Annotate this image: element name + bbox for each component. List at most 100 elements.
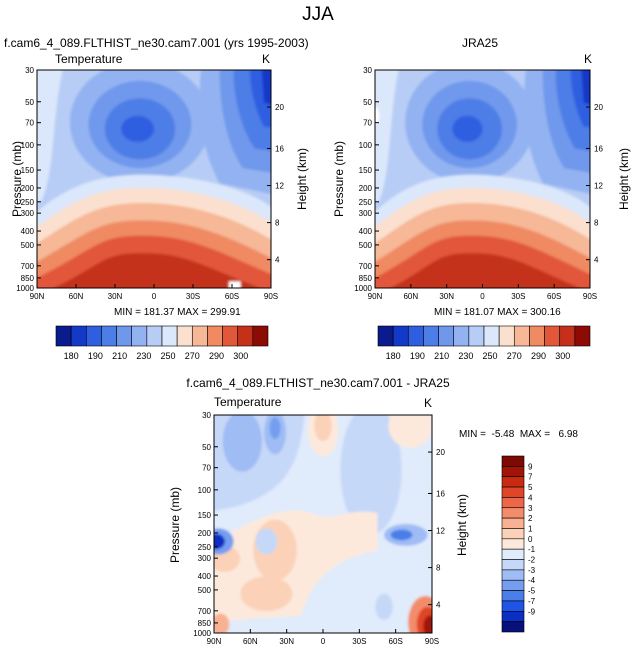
rtick-label-1: 16 bbox=[275, 144, 284, 153]
ytick-label-3: 50 bbox=[202, 443, 211, 452]
colorbar3-label: -4 bbox=[528, 576, 536, 585]
panel3-units: K bbox=[424, 396, 433, 410]
ytick-label-1: 100 bbox=[21, 141, 35, 150]
rtick-label-3: 4 bbox=[436, 601, 441, 610]
ytick-label-1: 850 bbox=[21, 274, 35, 283]
colorbar3-label: -9 bbox=[528, 607, 536, 616]
colorbar2-label: 290 bbox=[531, 351, 546, 361]
ytick-label-2: 150 bbox=[359, 166, 373, 175]
colorbar2-swatch bbox=[423, 325, 439, 347]
panel1-title: f.cam6_4_089.FLTHIST_ne30.cam7.001 (yrs … bbox=[4, 36, 309, 50]
colorbar3-label: -2 bbox=[528, 556, 536, 565]
colorbar1-swatch bbox=[237, 325, 254, 347]
colorbar2-label: 300 bbox=[555, 351, 570, 361]
colorbar1-swatch bbox=[131, 325, 148, 347]
ytick-label-3: 500 bbox=[198, 586, 212, 595]
colorbar2-swatch bbox=[392, 325, 409, 347]
panel3-stats: MIN = -5.48 MAX = 6.98 bbox=[459, 429, 578, 440]
colorbar2-swatch bbox=[483, 325, 500, 347]
contour-band bbox=[121, 115, 154, 142]
colorbar3-label: -1 bbox=[528, 545, 536, 554]
ytick-label-3: 250 bbox=[198, 543, 212, 552]
xtick-label-2: 30S bbox=[511, 292, 525, 301]
contour-band bbox=[269, 417, 281, 439]
colorbar1-label: 270 bbox=[185, 351, 200, 361]
colorbar1-label: 230 bbox=[136, 351, 151, 361]
colorbar1-swatch bbox=[116, 325, 133, 347]
ytick-label-3: 30 bbox=[202, 411, 211, 420]
contour-band bbox=[390, 253, 580, 288]
colorbar2-swatch bbox=[498, 325, 515, 347]
colorbar3-swatch bbox=[501, 507, 525, 519]
colorbar3-label: 9 bbox=[528, 462, 533, 471]
xtick-label-2: 90N bbox=[368, 292, 383, 301]
ytick-label-3: 100 bbox=[198, 486, 212, 495]
rtick-label-3: 16 bbox=[436, 489, 445, 498]
contour-field-1 bbox=[37, 70, 271, 288]
colorbar3-swatch bbox=[501, 517, 525, 529]
rtick-label-3: 8 bbox=[436, 564, 441, 573]
ytick-label-3: 150 bbox=[198, 511, 212, 520]
panel1-subtitle: Temperature bbox=[55, 52, 123, 66]
colorbar2-swatch bbox=[513, 325, 530, 347]
colorbar2-swatch bbox=[377, 325, 394, 347]
colorbar1-swatch bbox=[191, 325, 208, 347]
colorbar1-swatch bbox=[55, 325, 72, 347]
colorbar2-label: 250 bbox=[483, 351, 498, 361]
ytick-label-3: 400 bbox=[198, 572, 212, 581]
colorbar3-swatch bbox=[501, 590, 525, 602]
colorbar2-label: 180 bbox=[386, 351, 401, 361]
xtick-label-2: 60S bbox=[547, 292, 561, 301]
contour-band bbox=[314, 415, 332, 442]
colorbar1-swatch bbox=[101, 325, 117, 347]
colorbar3-swatch bbox=[501, 538, 525, 550]
ytick-label-2: 70 bbox=[363, 119, 372, 128]
colorbar2-swatch bbox=[559, 325, 576, 347]
colorbar2-label: 270 bbox=[507, 351, 522, 361]
colorbar1-label: 210 bbox=[112, 351, 127, 361]
colorbar3-swatch bbox=[501, 579, 525, 591]
xtick-label-1: 90N bbox=[30, 292, 45, 301]
colorbar2-swatch bbox=[468, 325, 485, 347]
contour-band bbox=[340, 415, 402, 535]
colorbar3-swatch bbox=[501, 600, 525, 612]
colorbar3-swatch bbox=[501, 466, 525, 478]
ytick-label-2: 850 bbox=[359, 274, 373, 283]
colorbar3-swatch bbox=[501, 476, 525, 488]
colorbar3-swatch bbox=[501, 621, 525, 633]
colorbar1-swatch bbox=[70, 325, 87, 347]
colorbar3-swatch bbox=[501, 548, 525, 560]
ytick-label-1: 200 bbox=[21, 184, 35, 193]
panel3-subtitle: Temperature bbox=[214, 395, 282, 409]
colorbar3-swatch bbox=[501, 486, 525, 498]
colorbar2-swatch bbox=[544, 325, 561, 347]
xtick-label-2: 30N bbox=[439, 292, 454, 301]
colorbar3-label: -3 bbox=[528, 566, 536, 575]
rtick-label-1: 20 bbox=[275, 103, 284, 112]
contour-band bbox=[452, 115, 483, 142]
contour-band bbox=[375, 107, 380, 125]
colorbar1-label: 190 bbox=[88, 351, 103, 361]
ytick-label-1: 1000 bbox=[16, 284, 34, 293]
colorbar1-swatch bbox=[85, 325, 102, 347]
colorbar1-label: 300 bbox=[233, 351, 248, 361]
colorbar2-label: 210 bbox=[434, 351, 449, 361]
xtick-label-2: 0 bbox=[480, 292, 485, 301]
colorbar1-swatch bbox=[222, 325, 239, 347]
panel2-stats: MIN = 181.07 MAX = 300.16 bbox=[434, 307, 561, 318]
colorbar3-swatch bbox=[501, 497, 525, 509]
contour-band bbox=[214, 613, 230, 633]
ytick-label-2: 300 bbox=[359, 209, 373, 218]
contour-band bbox=[388, 415, 432, 448]
contour-field-2 bbox=[375, 70, 590, 288]
contour-layers-1 bbox=[37, 70, 271, 288]
xtick-label-1: 30S bbox=[186, 292, 200, 301]
ytick-label-2: 1000 bbox=[354, 284, 372, 293]
colorbar3-swatch bbox=[501, 569, 525, 581]
ytick-label-2: 30 bbox=[363, 66, 372, 75]
xtick-label-3: 90N bbox=[207, 637, 222, 646]
panel2-title: JRA25 bbox=[462, 36, 499, 50]
panel1-stats: MIN = 181.37 MAX = 299.91 bbox=[114, 307, 241, 318]
colorbar3-swatch bbox=[501, 559, 525, 571]
ytick-label-3: 1000 bbox=[193, 629, 211, 638]
